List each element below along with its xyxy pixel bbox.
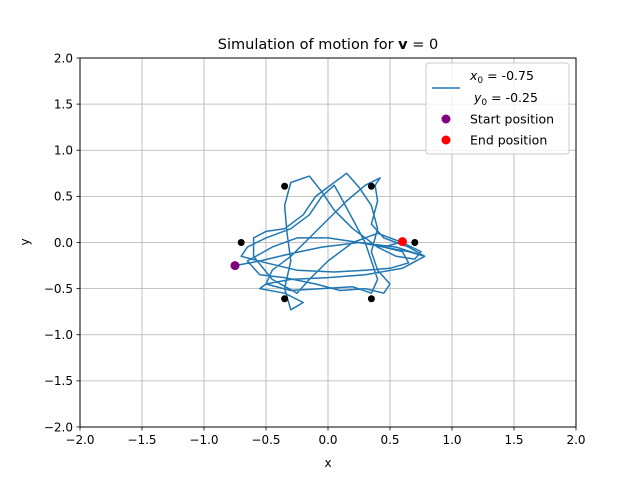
x-axis-ticks: −2.0 −1.5 −1.0 −0.5 0.0 0.5 1.0 1.5 2.0 [65,427,586,447]
y-tick-label: 0.0 [54,236,73,250]
legend-start-marker [441,114,451,124]
y-tick-label: 2.0 [54,51,73,65]
x-tick-label: −2.0 [65,433,94,447]
points-layer [230,182,419,303]
legend-box [425,62,570,155]
y-tick-label: −0.5 [44,282,73,296]
x-tick-label: −1.0 [189,433,218,447]
legend-end-marker [441,135,451,145]
title-suffix: = 0 [408,37,439,53]
legend: x0 = -0.75 y0 = -0.25 Start position End… [425,62,570,155]
x-tick-label: 2.0 [566,433,585,447]
title-prefix: Simulation of motion for [218,37,398,53]
chart-title: Simulation of motion for v = 0 [218,37,438,53]
legend-end-label: End position [470,133,547,148]
x-tick-label: 0.5 [380,433,399,447]
trajectory-layer [234,172,426,311]
x-tick-label: 0.0 [318,433,337,447]
y-tick-label: 1.0 [54,144,73,158]
x-tick-label: 1.5 [504,433,523,447]
x-tick-label: −0.5 [251,433,280,447]
start-position-marker [230,261,240,271]
y-tick-label: −1.0 [44,328,73,342]
y-tick-label: −1.5 [44,374,73,388]
y-tick-label: −2.0 [44,420,73,434]
legend-y0-label: y0 = -0.25 [473,90,538,108]
x-tick-label: −1.5 [127,433,156,447]
y-tick-label: 0.5 [54,190,73,204]
fixed-point [237,239,245,246]
y-axis-label: y [18,238,32,245]
title-bold-v: v [398,37,408,53]
end-position-marker [397,237,407,247]
legend-start-label: Start position [470,112,554,127]
fixed-point [367,182,375,190]
y-axis-ticks: −2.0 −1.5 −1.0 −0.5 0.0 0.5 1.0 1.5 2.0 [44,51,80,434]
fixed-point [367,295,375,303]
y-tick-label: 1.5 [54,97,73,111]
x-axis-label: x [324,456,331,470]
trajectory-line [234,172,426,311]
fixed-point [281,182,289,190]
fixed-point [411,239,419,246]
fixed-point [281,295,289,303]
legend-x0-label: x0 = -0.75 [469,68,534,86]
x-tick-label: 1.0 [442,433,461,447]
